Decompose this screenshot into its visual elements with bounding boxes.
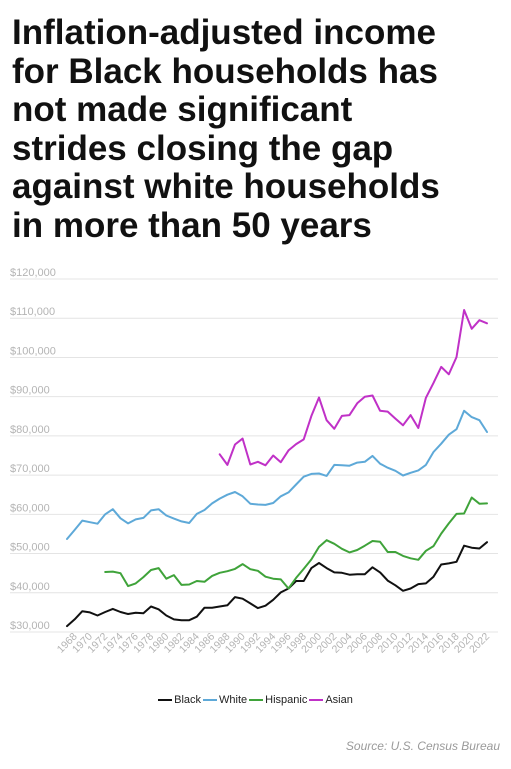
series-line-hispanic bbox=[104, 496, 488, 590]
legend-label: Asian bbox=[325, 693, 353, 706]
legend-label: Black bbox=[174, 693, 202, 706]
legend-swatch bbox=[203, 698, 218, 701]
y-tick-label: $40,000 bbox=[10, 581, 50, 593]
legend-swatch bbox=[249, 698, 264, 701]
series-line-asian bbox=[218, 309, 488, 467]
x-axis-tick-labels: 1968197019721974197619781980198219841986… bbox=[55, 631, 492, 656]
y-tick-label: $60,000 bbox=[10, 502, 50, 514]
source-note: Source: U.S. Census Bureau bbox=[345, 739, 500, 753]
y-tick-label: $110,000 bbox=[10, 306, 55, 318]
series-lines bbox=[66, 309, 488, 628]
y-tick-label: $50,000 bbox=[10, 542, 50, 554]
y-tick-label: $120,000 bbox=[10, 267, 56, 279]
chart-title: Inflation-adjusted income for Black hous… bbox=[12, 13, 440, 245]
y-tick-label: $70,000 bbox=[10, 463, 50, 475]
legend-item-asian: Asian bbox=[309, 694, 353, 706]
legend-label: Hispanic bbox=[265, 693, 308, 706]
legend-swatch bbox=[158, 698, 173, 701]
legend-swatch bbox=[309, 698, 324, 701]
gridlines bbox=[10, 278, 498, 633]
y-tick-label: $80,000 bbox=[10, 424, 50, 436]
legend-item-black: Black bbox=[158, 694, 201, 706]
series-line-white bbox=[66, 409, 488, 540]
legend-label: White bbox=[219, 693, 248, 706]
series-line-black bbox=[66, 541, 488, 628]
y-axis-tick-labels: $30,000 $40,000 $50,000 $60,000 $70,000 $80,0… bbox=[10, 267, 56, 632]
y-tick-label: $100,000 bbox=[10, 345, 56, 357]
legend-item-hispanic: Hispanic bbox=[249, 694, 307, 706]
y-tick-label: $30,000 bbox=[10, 620, 50, 632]
legend-item-white: White bbox=[203, 694, 247, 706]
chart-legend: Black White Hispanic Asian bbox=[0, 692, 511, 706]
y-tick-label: $90,000 bbox=[10, 385, 50, 397]
